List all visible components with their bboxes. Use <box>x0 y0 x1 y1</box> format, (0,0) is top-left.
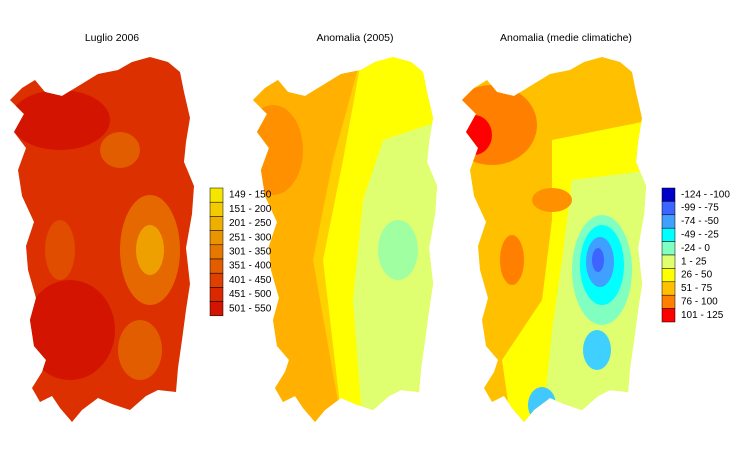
legend-label: 201 - 250 <box>229 218 272 229</box>
legend-label: -124 - -100 <box>681 189 730 200</box>
legend-swatch <box>209 244 224 260</box>
legend-label: 151 - 200 <box>229 204 272 215</box>
legend-swatch <box>661 227 676 242</box>
legend-label: -74 - -50 <box>681 216 719 227</box>
legend-swatch <box>661 294 676 309</box>
legend-swatch <box>209 230 224 246</box>
map-title: Anomalia (medie climatiche) <box>500 32 632 44</box>
legend-label: 351 - 400 <box>229 261 272 272</box>
legend-label: 1 - 25 <box>681 256 707 267</box>
legend-swatch <box>661 308 676 323</box>
map-anomalia-2005 <box>253 57 437 422</box>
legend-swatch <box>209 301 224 317</box>
legend-label: 401 - 450 <box>229 275 272 286</box>
legend-label: 301 - 350 <box>229 247 272 258</box>
legend-label: -24 - 0 <box>681 243 710 254</box>
legend-label: 26 - 50 <box>681 270 713 281</box>
legend-swatch <box>209 187 224 203</box>
map-title: Luglio 2006 <box>85 32 139 44</box>
legend-swatch <box>209 272 224 288</box>
legend-label: 251 - 300 <box>229 232 272 243</box>
legend-swatch <box>661 201 676 216</box>
legend-swatch <box>661 268 676 283</box>
legend-swatch <box>209 258 224 274</box>
legend-label: -99 - -75 <box>681 203 719 214</box>
legend-label: 51 - 75 <box>681 283 713 294</box>
map-luglio <box>10 57 194 422</box>
legend-swatch <box>209 287 224 302</box>
legend-label: -49 - -25 <box>681 230 719 241</box>
legend-swatch <box>209 216 224 231</box>
legend: -124 - -100 -99 - -75 -74 - -50 -49 - -25 -2… <box>661 187 730 323</box>
map-anomalia-medie <box>462 57 646 422</box>
legend-swatch <box>209 201 224 217</box>
legend-label: 451 - 500 <box>229 289 272 300</box>
legend: 149 - 150 151 - 200 201 - 250 251 - 300 301 … <box>209 187 272 317</box>
legend-label: 76 - 100 <box>681 297 718 308</box>
legend-swatch <box>661 281 676 296</box>
map-title: Anomalia (2005) <box>316 32 393 44</box>
legend-label: 101 - 125 <box>681 310 724 321</box>
legend-swatch <box>661 254 676 269</box>
legend-swatch <box>661 214 676 229</box>
legend-label: 149 - 150 <box>229 190 272 201</box>
legend-label: 501 - 550 <box>229 303 272 314</box>
legend-swatch <box>661 241 676 256</box>
legend-swatch <box>661 187 676 202</box>
